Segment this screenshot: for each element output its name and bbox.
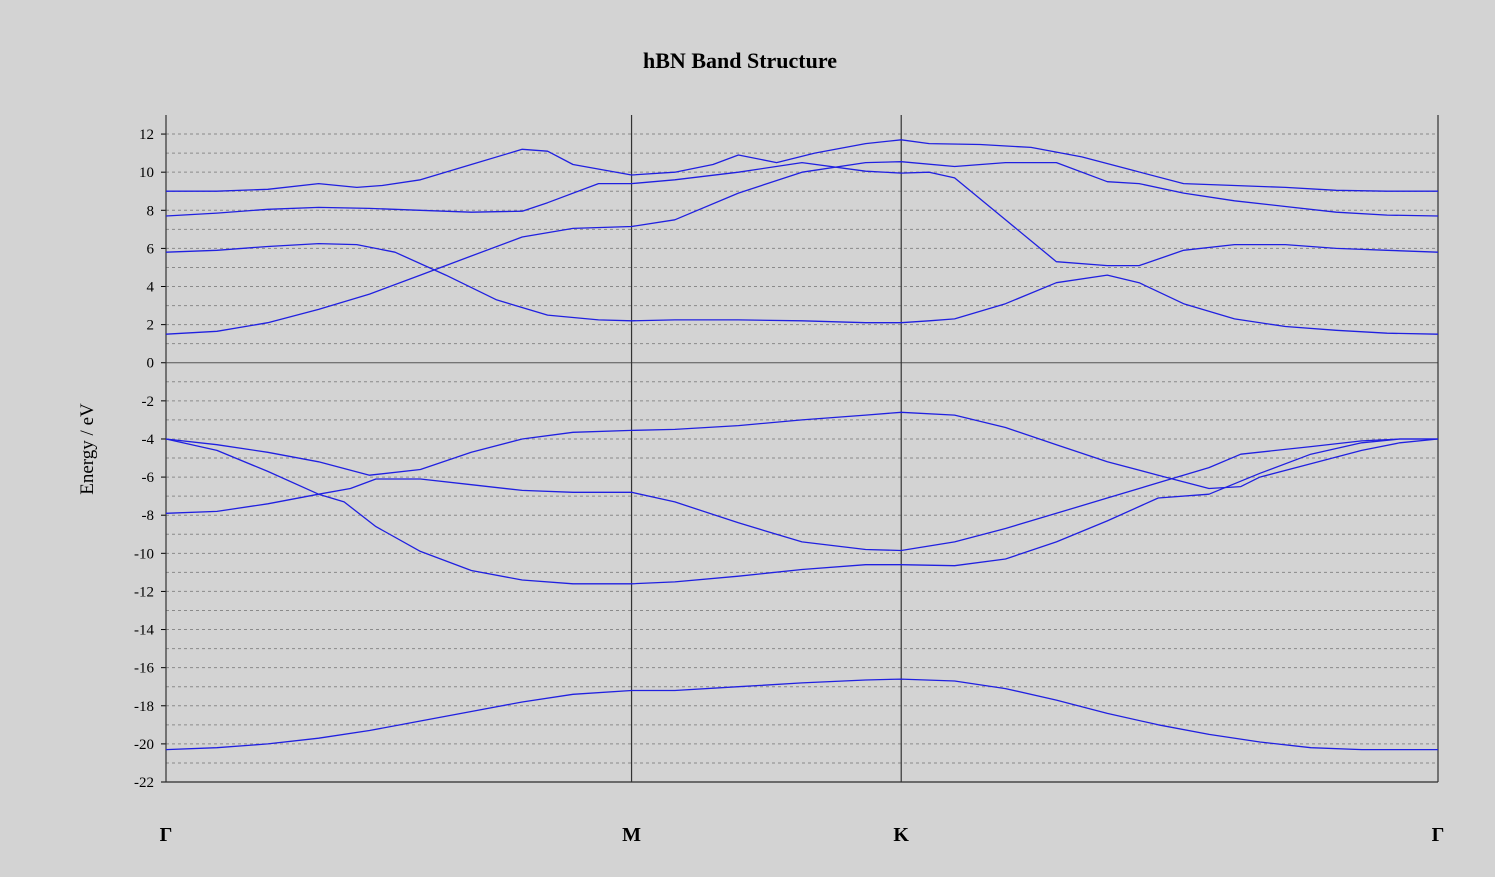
- y-tick-label: 0: [147, 356, 155, 372]
- y-tick-label: -6: [142, 470, 155, 486]
- band-line-7: [165, 161, 1439, 267]
- band-line-2: [165, 438, 1438, 585]
- y-tick-label: -2: [142, 394, 155, 410]
- y-tick-label: 8: [147, 203, 155, 219]
- y-tick-label: 2: [147, 318, 155, 334]
- axes: [161, 115, 1439, 783]
- y-tick-label: -20: [134, 737, 154, 753]
- y-tick-label: -8: [142, 508, 155, 524]
- y-tick-label: -18: [134, 699, 154, 715]
- band-line-6: [165, 242, 1439, 335]
- y-tick-label: -12: [134, 584, 154, 600]
- y-tick-label: -22: [134, 775, 154, 791]
- y-tick-label: 4: [147, 280, 155, 296]
- band-line-3: [165, 438, 1438, 552]
- chart-title: hBN Band Structure: [643, 48, 837, 73]
- y-tick-label: -16: [134, 661, 154, 677]
- band-line-8: [166, 139, 1438, 192]
- y-tick-label: -14: [134, 623, 154, 639]
- grid-lines: [166, 133, 1438, 764]
- band-line-1: [165, 678, 1438, 751]
- y-tick-label: -10: [134, 546, 154, 562]
- y-tick-label: -4: [142, 432, 155, 448]
- high-symmetry-label-2: K: [893, 824, 909, 846]
- high-symmetry-label-1: M: [622, 824, 641, 846]
- band-lines: [165, 139, 1439, 751]
- y-tick-label: 6: [147, 241, 155, 257]
- band-line-4: [165, 411, 1439, 490]
- y-tick-label: 10: [139, 165, 154, 181]
- high-symmetry-label-3: Γ: [1432, 824, 1445, 846]
- high-symmetry-label-0: Γ: [160, 824, 173, 846]
- y-tick-label: 12: [139, 127, 154, 143]
- tick-labels: 12 10 8 6 4 2 0 -2 -4 -6 -8 -10 -12 -14 -16 -18 -20 -22 Γ M…: [134, 127, 1444, 846]
